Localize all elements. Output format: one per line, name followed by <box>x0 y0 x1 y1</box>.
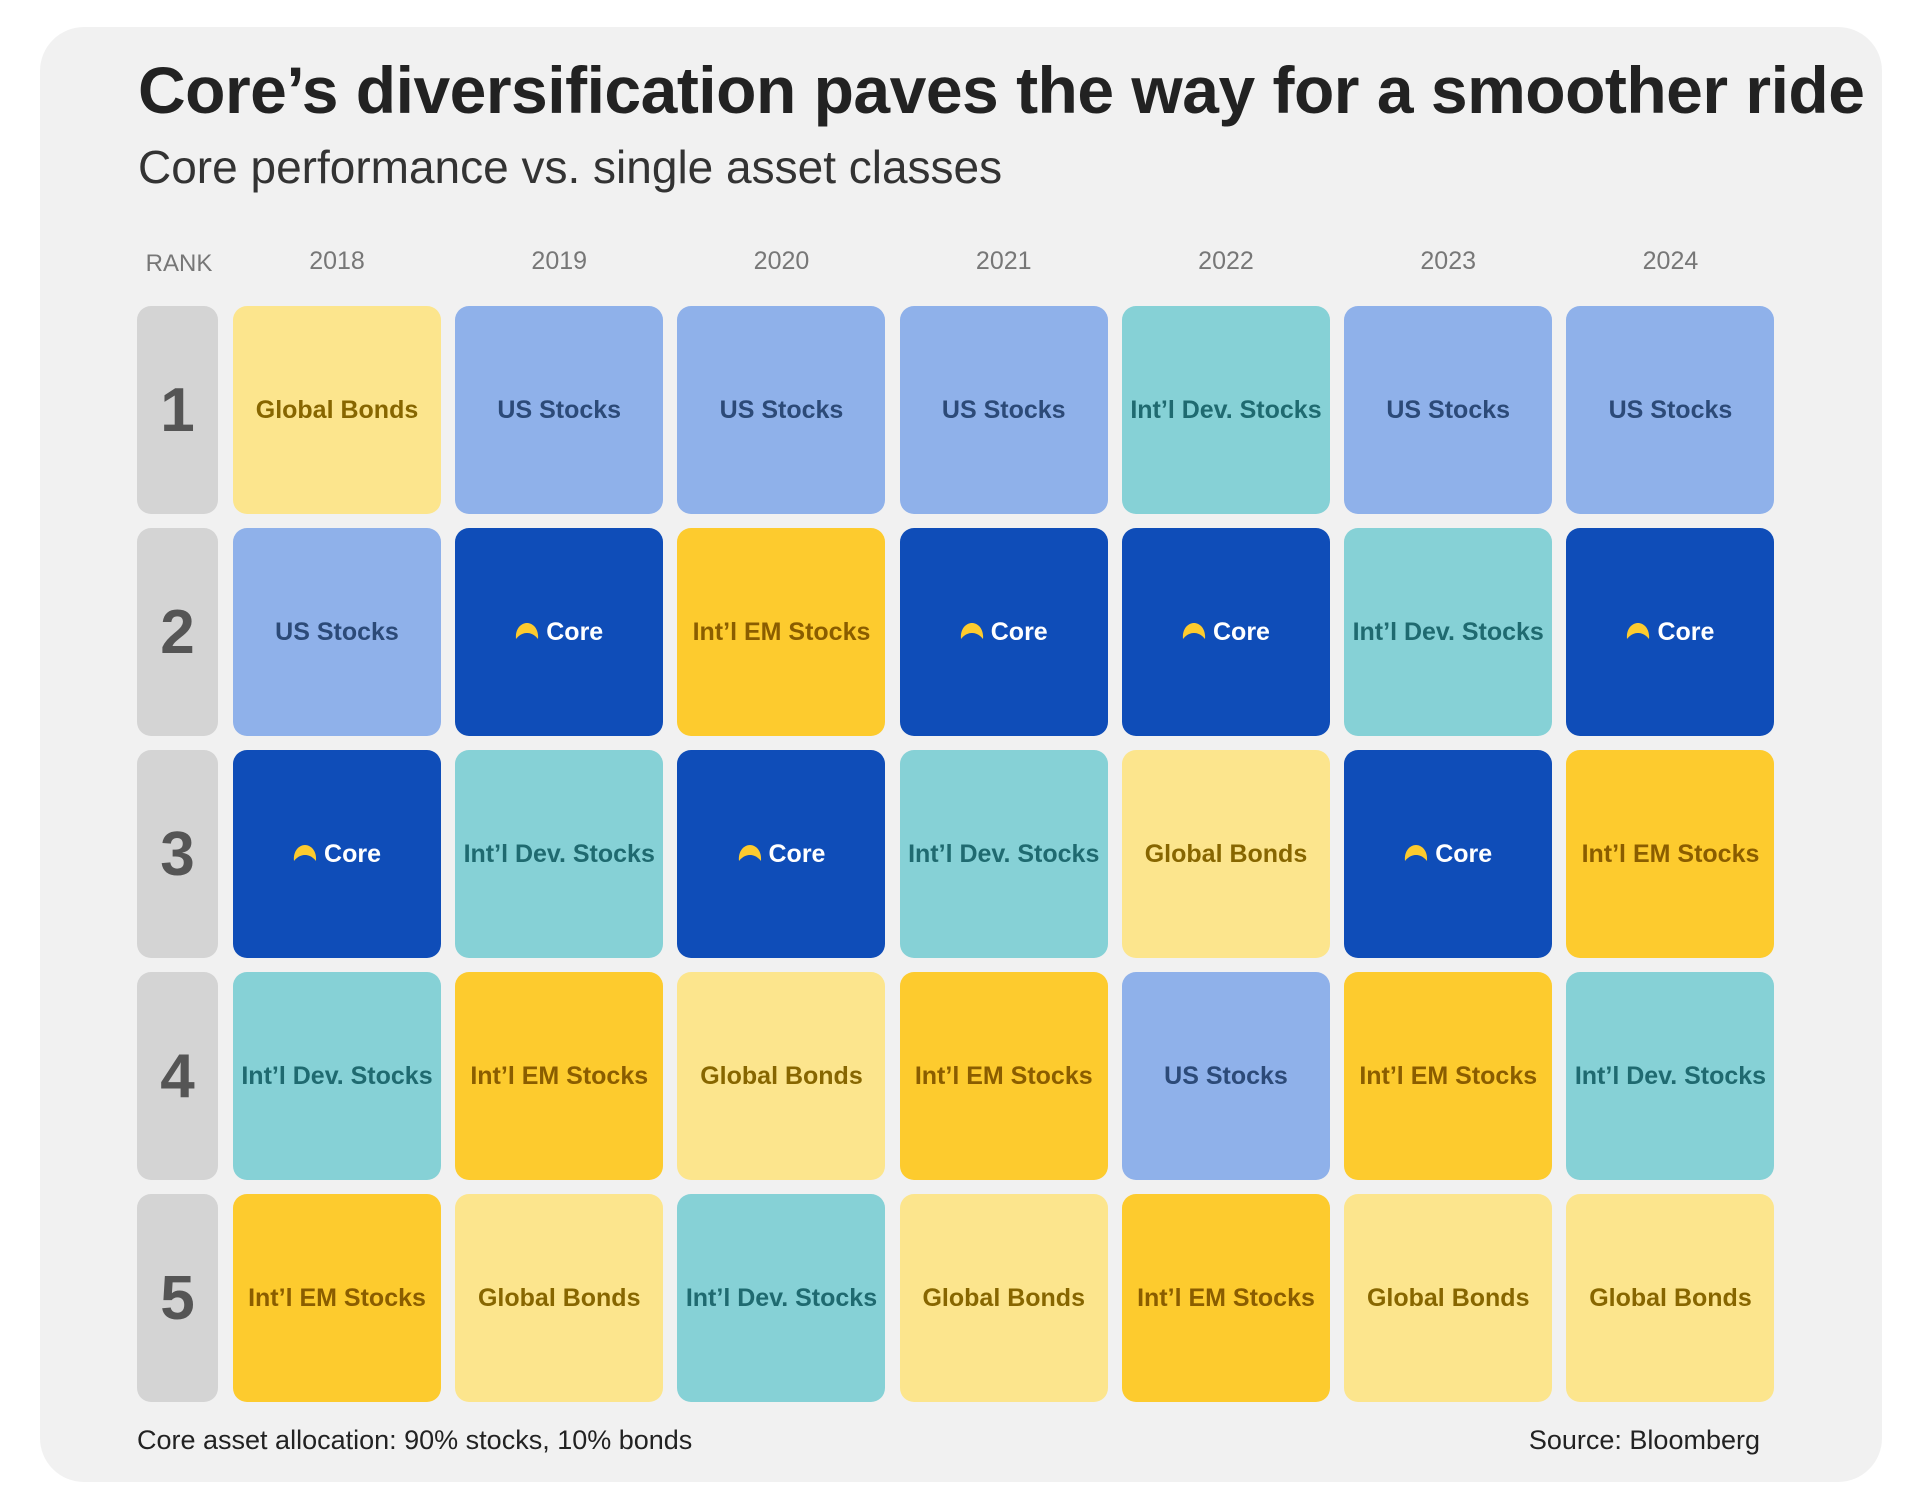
asset-class-label: Global Bonds <box>1589 1283 1752 1312</box>
cell-2018-rank-5: Int’l EM Stocks <box>233 1194 441 1402</box>
cell-2021-rank-5: Global Bonds <box>899 1194 1108 1402</box>
rank-label-1: 1 <box>137 306 218 514</box>
cell-2020-rank-5: Int’l Dev. Stocks <box>677 1194 886 1402</box>
cell-2024-rank-4: Int’l Dev. Stocks <box>1566 972 1775 1180</box>
rank-header: RANK <box>145 250 213 277</box>
asset-class-label: Global Bonds <box>1144 839 1308 868</box>
asset-class-label: Int’l EM Stocks <box>1359 1061 1538 1090</box>
cell-2018-rank-4: Int’l Dev. Stocks <box>233 972 441 1180</box>
cell-2019-rank-3: Int’l Dev. Stocks <box>455 750 664 958</box>
cell-2022-rank-2: Core <box>1121 528 1330 736</box>
asset-class-label: Global Bonds <box>700 1061 863 1090</box>
cell-2020-rank-3: Core <box>677 750 886 958</box>
asset-class-label: Global Bonds <box>477 1283 641 1312</box>
year-header-2020: 2020 <box>753 247 810 275</box>
asset-class-label: Int’l EM Stocks <box>470 1061 649 1090</box>
asset-class-label: Core <box>546 617 604 646</box>
cell-2021-rank-1: US Stocks <box>899 306 1108 514</box>
asset-class-label: Global Bonds <box>1366 1283 1530 1312</box>
asset-class-label: US Stocks <box>497 395 622 424</box>
rank-label-2: 2 <box>137 528 218 736</box>
core-logo-icon <box>1182 623 1206 639</box>
cell-2019-rank-4: Int’l EM Stocks <box>455 972 664 1180</box>
cell-2023-rank-3: Core <box>1344 750 1553 958</box>
asset-class-label: US Stocks <box>941 395 1066 424</box>
asset-class-label: Int’l EM Stocks <box>914 1061 1093 1090</box>
cell-2020-rank-2: Int’l EM Stocks <box>677 528 886 736</box>
cell-2018-rank-2: US Stocks <box>233 528 441 736</box>
asset-class-label: Core <box>1657 617 1715 646</box>
asset-class-label: Global Bonds <box>922 1283 1085 1312</box>
cell-2020-rank-4: Global Bonds <box>677 972 886 1180</box>
cell-2019-rank-1: US Stocks <box>455 306 664 514</box>
asset-class-label: Core <box>324 839 381 868</box>
cell-2019-rank-2: Core <box>455 528 664 736</box>
core-logo-icon <box>1405 845 1428 861</box>
cell-2018-rank-1: Global Bonds <box>233 306 441 514</box>
cell-2022-rank-1: Int’l Dev. Stocks <box>1121 306 1330 514</box>
cell-2022-rank-4: US Stocks <box>1121 972 1330 1180</box>
cell-2023-rank-5: Global Bonds <box>1344 1194 1553 1402</box>
asset-class-label: US Stocks <box>1608 395 1733 424</box>
cell-2021-rank-3: Int’l Dev. Stocks <box>899 750 1108 958</box>
allocation-note: Core asset allocation: 90% stocks, 10% b… <box>137 1425 693 1455</box>
asset-class-label: Core <box>1435 839 1493 868</box>
cell-2018-rank-3: Core <box>233 750 441 958</box>
core-logo-icon <box>293 845 317 861</box>
asset-class-label: Int’l EM Stocks <box>692 617 871 646</box>
core-logo-icon <box>960 623 983 639</box>
cell-2020-rank-1: US Stocks <box>677 306 886 514</box>
cell-2021-rank-2: Core <box>899 528 1108 736</box>
year-header-2019: 2019 <box>531 247 588 275</box>
source-note: Source: Bloomberg <box>1528 1425 1760 1455</box>
chart-title: Core’s diversification paves the way for… <box>138 53 1865 127</box>
asset-class-label: US Stocks <box>1386 395 1511 424</box>
rank-label-5: 5 <box>137 1194 218 1402</box>
rank-label-3: 3 <box>137 750 218 958</box>
year-header-2023: 2023 <box>1420 247 1477 275</box>
core-logo-icon <box>516 623 539 639</box>
cell-2024-rank-1: US Stocks <box>1566 306 1775 514</box>
asset-class-label: Core <box>990 617 1048 646</box>
year-header-2022: 2022 <box>1198 247 1254 275</box>
asset-class-label: Int’l EM Stocks <box>248 1283 426 1312</box>
cell-2023-rank-4: Int’l EM Stocks <box>1344 972 1553 1180</box>
asset-class-label: Core <box>1213 617 1270 646</box>
asset-class-label: Int’l Dev. Stocks <box>463 839 655 868</box>
asset-class-label: Core <box>768 839 826 868</box>
cell-2021-rank-4: Int’l EM Stocks <box>899 972 1108 1180</box>
cell-2024-rank-3: Int’l EM Stocks <box>1566 750 1775 958</box>
cell-2024-rank-2: Core <box>1566 528 1775 736</box>
asset-class-label: Int’l Dev. Stocks <box>908 839 1100 868</box>
cell-2023-rank-2: Int’l Dev. Stocks <box>1344 528 1553 736</box>
cell-2023-rank-1: US Stocks <box>1344 306 1553 514</box>
cell-2024-rank-5: Global Bonds <box>1566 1194 1775 1402</box>
year-header-2018: 2018 <box>309 247 365 275</box>
asset-class-label: Int’l Dev. Stocks <box>1352 617 1544 646</box>
cell-2022-rank-3: Global Bonds <box>1121 750 1330 958</box>
year-header-2024: 2024 <box>1642 247 1699 275</box>
asset-class-label: Int’l EM Stocks <box>1137 1283 1315 1312</box>
year-header-2021: 2021 <box>975 247 1032 275</box>
asset-class-label: Int’l Dev. Stocks <box>1574 1061 1767 1090</box>
asset-class-label: US Stocks <box>275 617 399 646</box>
cell-2019-rank-5: Global Bonds <box>455 1194 664 1402</box>
chart-subtitle: Core performance vs. single asset classe… <box>138 141 1003 193</box>
asset-class-label: Int’l Dev. Stocks <box>241 1061 433 1090</box>
asset-class-label: US Stocks <box>719 395 844 424</box>
asset-class-label: US Stocks <box>1164 1061 1288 1090</box>
core-logo-icon <box>1627 623 1650 639</box>
cell-2022-rank-5: Int’l EM Stocks <box>1121 1194 1330 1402</box>
asset-class-label: Int’l Dev. Stocks <box>1130 395 1322 424</box>
asset-class-label: Int’l EM Stocks <box>1581 839 1760 868</box>
asset-class-label: Int’l Dev. Stocks <box>685 1283 878 1312</box>
core-logo-icon <box>738 845 761 861</box>
asset-class-label: Global Bonds <box>255 395 419 424</box>
rank-label-4: 4 <box>137 972 218 1180</box>
